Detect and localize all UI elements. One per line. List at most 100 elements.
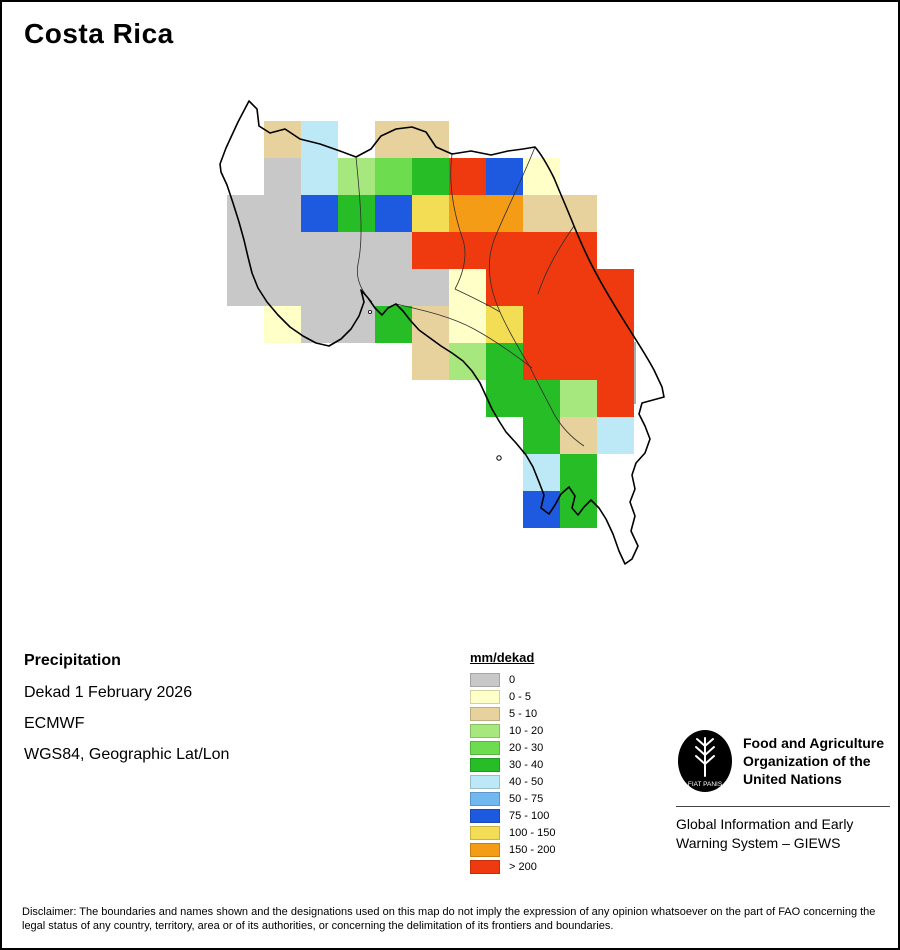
map-cell (375, 121, 412, 158)
info-source-line: ECMWF (24, 715, 85, 732)
fao-motto: FIAT PANIS (688, 781, 723, 788)
legend-label: 100 - 150 (509, 826, 556, 839)
admin-boundaries (355, 146, 636, 447)
legend-swatch (470, 842, 500, 857)
legend-label: 40 - 50 (509, 775, 544, 788)
map-cell (412, 195, 449, 232)
map-cell (560, 454, 597, 491)
map-cell (523, 306, 560, 343)
map-cell (449, 269, 486, 306)
map-cell (597, 269, 634, 306)
legend-swatch (470, 689, 500, 704)
map-cell (412, 158, 449, 195)
org-name-line: Organization of the (743, 753, 871, 769)
map-cell (375, 269, 412, 306)
map-cell (375, 195, 412, 232)
map-cell (375, 306, 412, 343)
legend-swatch (470, 757, 500, 772)
map-cell (301, 232, 338, 269)
legend-swatch (470, 706, 500, 721)
legend-label: 150 - 200 (509, 843, 556, 856)
map-cell (523, 195, 560, 232)
info-projection-line: WGS84, Geographic Lat/Lon (24, 746, 230, 763)
giews-name: Global Information and Early Warning Sys… (676, 815, 890, 853)
map-cell (523, 417, 560, 454)
map-info-block: Precipitation Dekad 1 February 2026 ECMW… (24, 652, 229, 777)
org-name-line: United Nations (743, 771, 842, 787)
legend: mm/dekad 0 0 - 5 5 - 10 10 - 20 20 - 30 30 - … (470, 650, 555, 875)
legend-swatch (470, 825, 500, 840)
map-cell (523, 343, 560, 380)
map-cell (412, 269, 449, 306)
legend-swatch (470, 859, 500, 874)
map-cell (264, 306, 301, 343)
map-cell (264, 232, 301, 269)
legend-item: 75 - 100 (470, 807, 555, 824)
legend-item: 150 - 200 (470, 841, 555, 858)
map-cell (449, 343, 486, 380)
map-cell (301, 121, 338, 158)
legend-item: 30 - 40 (470, 756, 555, 773)
legend-swatch (470, 672, 500, 687)
map-cell (486, 380, 523, 417)
map-cell (338, 232, 375, 269)
map-cell (449, 158, 486, 195)
legend-label: 30 - 40 (509, 758, 544, 771)
legend-item: 0 - 5 (470, 688, 555, 705)
legend-title: mm/dekad (470, 650, 535, 665)
map-cell (301, 158, 338, 195)
map-cell (486, 343, 523, 380)
map-cell (560, 269, 597, 306)
org-name: Food and Agriculture Organization of the… (743, 728, 884, 788)
map-cell (375, 232, 412, 269)
legend-item: > 200 (470, 858, 555, 875)
giews-line: Global Information and Early (676, 816, 854, 832)
map-cell (523, 232, 560, 269)
map-cell (338, 195, 375, 232)
legend-item: 0 (470, 671, 555, 688)
fao-logo-icon: FIAT PANIS (678, 730, 732, 792)
legend-item: 20 - 30 (470, 739, 555, 756)
map-cell (301, 306, 338, 343)
map-cell (301, 195, 338, 232)
map-cell (264, 121, 301, 158)
legend-item: 10 - 20 (470, 722, 555, 739)
legend-swatch (470, 808, 500, 823)
map-cell (486, 158, 523, 195)
map-cell (560, 380, 597, 417)
raster-cells-layer (227, 121, 634, 528)
map-cell (523, 491, 560, 528)
map-cell (227, 232, 264, 269)
legend-label: 5 - 10 (509, 707, 538, 720)
map-cell (486, 195, 523, 232)
map-cell (301, 269, 338, 306)
map-cell (449, 232, 486, 269)
country-outline (219, 100, 665, 565)
map-cell (486, 306, 523, 343)
legend-swatch (470, 740, 500, 755)
legend-label: 50 - 75 (509, 792, 544, 805)
legend-label: > 200 (509, 860, 537, 873)
map-cell (523, 380, 560, 417)
map-cell (375, 158, 412, 195)
map-cell (523, 269, 560, 306)
legend-item: 40 - 50 (470, 773, 555, 790)
map-cell (597, 306, 634, 343)
legend-swatch (470, 791, 500, 806)
map-cell (412, 343, 449, 380)
org-divider (676, 806, 890, 807)
org-name-line: Food and Agriculture (743, 735, 885, 751)
map-cell (523, 158, 560, 195)
map-cell (264, 269, 301, 306)
fao-header: FIAT PANIS Food and Agriculture Organiza… (676, 728, 890, 794)
org-block: FIAT PANIS Food and Agriculture Organiza… (676, 728, 890, 853)
legend-item: 50 - 75 (470, 790, 555, 807)
legend-swatch (470, 774, 500, 789)
map-cell (412, 232, 449, 269)
map-cell (264, 158, 301, 195)
map-cell (449, 195, 486, 232)
page-title: Costa Rica (24, 18, 174, 49)
legend-swatch (470, 723, 500, 738)
legend-label: 0 (509, 673, 516, 686)
